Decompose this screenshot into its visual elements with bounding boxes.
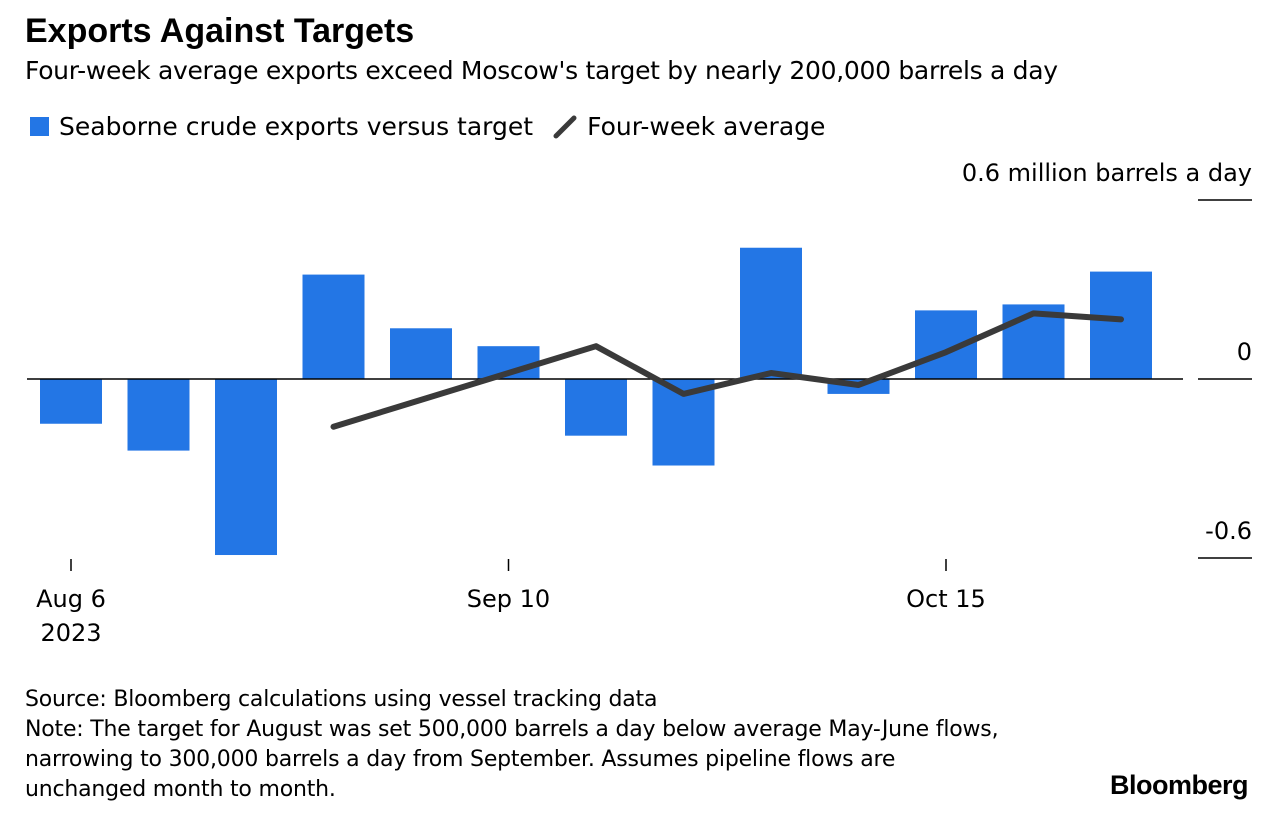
bar-aug-6 bbox=[40, 379, 102, 424]
legend-line-icon bbox=[553, 115, 577, 138]
x-tick-year-label: 2023 bbox=[40, 619, 101, 647]
y-tick-label: 0 bbox=[1237, 338, 1252, 366]
chart-title: Exports Against Targets bbox=[25, 12, 415, 50]
bar-aug-20 bbox=[215, 379, 277, 556]
legend-bar-swatch-icon bbox=[30, 117, 49, 136]
bar-oct-1 bbox=[740, 247, 802, 379]
four-week-average-line bbox=[330, 310, 1124, 430]
bar-aug-27 bbox=[302, 274, 365, 379]
bar-aug-13 bbox=[127, 379, 190, 451]
legend-bars-label: Seaborne crude exports versus target bbox=[59, 112, 534, 141]
note-text: Note: The target for August was set 500,… bbox=[25, 717, 999, 802]
y-tick-label: -0.6 bbox=[1205, 517, 1252, 545]
bar-sep-3 bbox=[390, 328, 452, 379]
chart-subtitle: Four-week average exports exceed Moscow'… bbox=[25, 56, 1058, 85]
legend-line-label: Four-week average bbox=[587, 112, 826, 141]
bar-sep-17 bbox=[565, 379, 627, 436]
footnotes: Source: Bloomberg calculations using ves… bbox=[25, 685, 1000, 805]
x-tick-label: Sep 10 bbox=[467, 585, 550, 613]
x-tick-label: Oct 15 bbox=[906, 585, 986, 613]
bloomberg-logo: Bloomberg bbox=[1109, 770, 1249, 800]
source-text: Source: Bloomberg calculations using ves… bbox=[25, 687, 658, 712]
x-tick-label: Aug 6 bbox=[36, 585, 106, 613]
bar-oct-29 bbox=[1090, 271, 1152, 379]
legend: Seaborne crude exports versus target Fou… bbox=[30, 112, 825, 141]
y-tick-label: 0.6 million barrels a day bbox=[962, 159, 1252, 187]
